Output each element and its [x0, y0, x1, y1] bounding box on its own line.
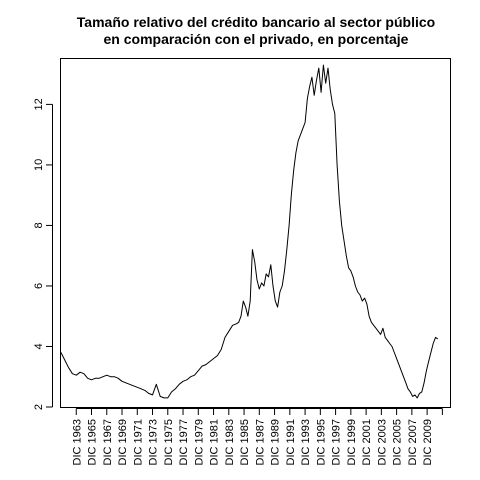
x-tick-label: DIC 1999	[346, 419, 358, 465]
y-tick-label: 2	[33, 404, 45, 410]
x-tick-label: DIC 1991	[285, 419, 297, 465]
y-tick-label: 10	[33, 159, 45, 171]
chart-title-line-1: Tamaño relativo del crédito bancario al …	[77, 14, 435, 30]
series-group	[60, 64, 439, 399]
x-tick-label: DIC 1981	[209, 419, 221, 465]
x-tick-label: DIC 1997	[331, 419, 343, 465]
x-tick-label: DIC 2009	[422, 419, 434, 465]
x-tick-label: DIC 1967	[102, 419, 114, 465]
x-tick-label: DIC 1983	[224, 419, 236, 465]
y-tick-label: 12	[33, 98, 45, 110]
x-tick-label: DIC 2005	[392, 419, 404, 465]
x-tick-label: DIC 1963	[71, 419, 83, 465]
y-tick-label: 8	[33, 222, 45, 228]
x-tick-label: DIC 1987	[254, 419, 266, 465]
x-tick-label: DIC 1979	[193, 419, 205, 465]
x-tick-label: DIC 1977	[178, 419, 190, 465]
plot-frame	[60, 58, 451, 408]
x-tick-label: DIC 2001	[361, 419, 373, 465]
x-tick-label: DIC 1995	[315, 419, 327, 465]
x-tick-label: DIC 1965	[87, 419, 99, 465]
y-tick-label: 4	[33, 343, 45, 349]
x-tick-label: DIC 1985	[239, 419, 251, 465]
x-tick-label: DIC 1973	[148, 419, 160, 465]
x-tick-label: DIC 1969	[117, 419, 129, 465]
x-tick-label: DIC 1975	[163, 419, 175, 465]
y-axis: 2 4 6 8 10 12	[33, 98, 53, 410]
y-tick-label: 6	[33, 283, 45, 289]
x-axis: DIC 1963 DIC 1965 DIC 1967 DIC 1969 DIC 1971…	[71, 408, 443, 465]
x-tick-label: DIC 2003	[376, 419, 388, 465]
series-line	[60, 64, 439, 399]
chart-title-line-2: en comparación con el privado, en porcen…	[104, 31, 409, 47]
x-tick-label: DIC 1971	[132, 419, 144, 465]
x-tick-label: DIC 1989	[270, 419, 282, 465]
x-tick-label: DIC 2007	[407, 419, 419, 465]
x-tick-label: DIC 1993	[300, 419, 312, 465]
